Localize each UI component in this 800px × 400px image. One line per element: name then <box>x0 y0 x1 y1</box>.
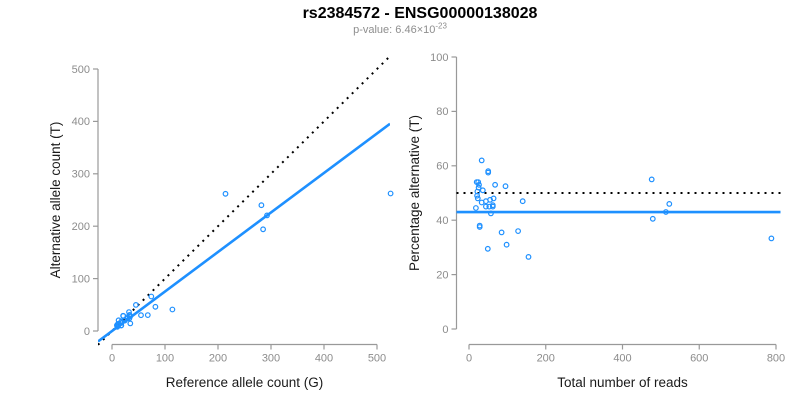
data-point <box>148 293 155 300</box>
data-points <box>473 157 775 260</box>
x-tick-label: 100 <box>156 353 174 365</box>
x-axis: 0 200 400 600 800 <box>466 343 785 365</box>
y-tick-label: 400 <box>72 116 90 128</box>
data-point <box>488 210 494 217</box>
right-plot: 0 20 40 60 80 100 0 200 400 600 800 Total number of… <box>407 52 785 390</box>
p-value-label: p-value: <box>353 24 396 36</box>
data-point <box>492 181 499 188</box>
data-point <box>138 312 144 319</box>
data-point <box>648 176 655 183</box>
data-point <box>144 312 151 319</box>
page-title: rs2384572 - ENSG00000138028 <box>302 5 538 22</box>
y-tick-label: 60 <box>436 161 448 173</box>
x-tick-label: 0 <box>466 353 472 365</box>
data-point <box>474 192 481 199</box>
p-value-exponent: -23 <box>435 21 447 31</box>
p-value-subtitle: p-value: 6.46×10-23 <box>0 21 800 36</box>
data-point <box>260 226 267 233</box>
data-point <box>222 190 229 197</box>
y-tick-label: 100 <box>72 273 90 285</box>
p-value-mantissa: 6.46×10 <box>395 24 436 36</box>
x-tick-label: 500 <box>368 353 386 365</box>
x-axis: 0 100 200 300 400 500 <box>109 343 386 365</box>
fit-line <box>98 122 390 343</box>
data-point <box>169 306 176 313</box>
y-tick-label: 80 <box>436 106 448 118</box>
data-point <box>132 302 139 308</box>
x-tick-label: 200 <box>537 353 555 365</box>
y-tick-label: 300 <box>72 169 90 181</box>
y-tick-label: 0 <box>442 324 448 336</box>
x-tick-label: 400 <box>613 353 631 365</box>
x-axis-title: Total number of reads <box>557 375 688 390</box>
identity-line <box>98 55 390 346</box>
y-axis: 0 20 40 60 80 100 <box>430 52 458 336</box>
data-point <box>258 202 265 209</box>
data-point <box>498 229 505 236</box>
x-tick-label: 200 <box>209 353 227 365</box>
data-point <box>483 203 489 210</box>
data-point <box>519 198 526 205</box>
y-tick-label: 500 <box>72 64 90 76</box>
left-plot: 0 100 200 300 400 500 0 100 200 300 400 500 Referenc… <box>48 55 394 390</box>
data-point <box>515 228 521 235</box>
y-tick-label: 40 <box>436 215 448 227</box>
y-tick-label: 20 <box>436 269 448 281</box>
y-tick-label: 100 <box>430 52 448 64</box>
data-points <box>113 190 394 330</box>
y-axis: 0 100 200 300 400 500 <box>72 64 99 338</box>
data-point <box>490 195 497 202</box>
data-point <box>476 181 482 188</box>
y-tick-label: 0 <box>84 326 90 338</box>
data-point <box>127 320 134 327</box>
data-point <box>663 209 669 215</box>
x-tick-label: 800 <box>767 353 785 365</box>
x-axis-title: Reference allele count (G) <box>166 375 324 390</box>
data-point <box>525 253 532 260</box>
data-point <box>503 241 510 248</box>
x-tick-label: 400 <box>315 353 333 365</box>
data-point <box>152 303 159 310</box>
y-axis-title: Percentage alternative (T) <box>407 115 422 271</box>
data-point <box>126 315 133 322</box>
data-point <box>768 235 775 242</box>
x-tick-label: 0 <box>109 353 115 365</box>
data-point <box>485 169 492 176</box>
y-axis-title: Alternative allele count (T) <box>48 122 63 279</box>
data-point <box>484 245 491 252</box>
data-point <box>475 179 482 186</box>
data-point <box>502 183 509 190</box>
data-point <box>666 200 673 207</box>
data-point <box>114 322 121 329</box>
x-tick-label: 300 <box>262 353 280 365</box>
data-point <box>474 195 481 202</box>
y-tick-label: 200 <box>72 221 90 233</box>
data-point <box>264 212 270 219</box>
data-point <box>479 187 486 194</box>
data-point <box>475 184 482 191</box>
data-point <box>649 215 656 222</box>
data-point <box>478 157 485 164</box>
data-point <box>387 190 394 197</box>
x-tick-label: 600 <box>690 353 708 365</box>
data-point <box>476 224 483 230</box>
data-point <box>473 205 479 211</box>
data-point <box>489 203 496 210</box>
